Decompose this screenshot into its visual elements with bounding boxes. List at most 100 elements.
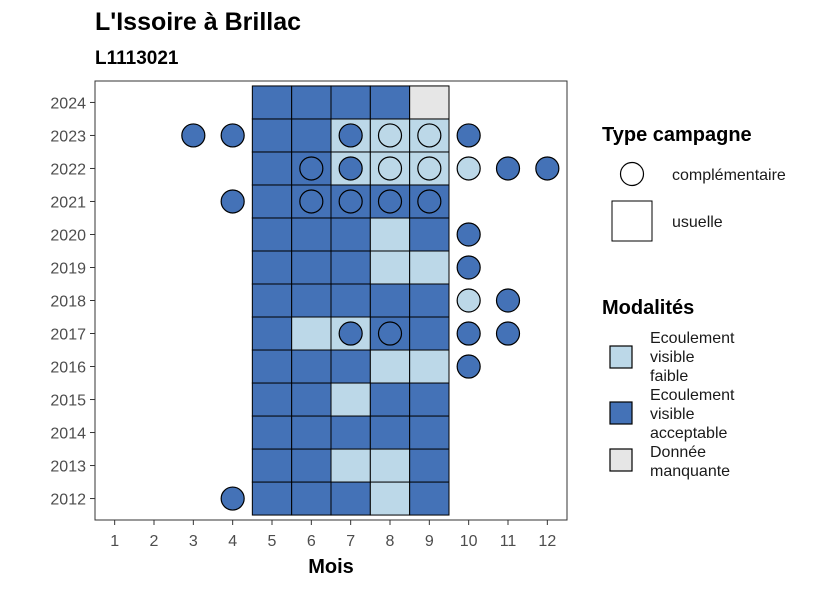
legend-label-faible: Ecoulement visible faible (650, 330, 735, 385)
x-tick-label: 4 (228, 533, 237, 550)
point-2022-11 (495, 156, 521, 181)
tile-2012-6 (291, 481, 332, 516)
legend-key-acceptable (609, 401, 633, 425)
y-tick-label: 2014 (50, 426, 86, 443)
tile-2016-7 (330, 349, 371, 384)
point-2018-11 (495, 288, 521, 313)
tile-2023-6 (291, 118, 332, 153)
legend-title-type-campagne: Type campagne (602, 124, 752, 146)
legend-label-manquante: Donnée manquante (650, 444, 730, 480)
tile-2019-8 (369, 250, 411, 285)
x-tick-label: 2 (150, 533, 159, 550)
chart-subtitle: L1113021 (95, 48, 179, 69)
y-tick-label: 2024 (50, 95, 86, 112)
point-2017-7 (338, 321, 363, 346)
x-tick-label: 11 (500, 533, 517, 550)
point-2021-9 (417, 189, 442, 214)
point-2023-9 (417, 123, 442, 148)
tile-2015-6 (291, 382, 332, 417)
point-2022-10 (456, 156, 481, 181)
x-tick-label: 6 (307, 533, 316, 550)
tile-2023-5 (251, 118, 293, 153)
point-2018-10 (456, 288, 481, 313)
y-axis: 2012 2013 2014 2015 2016 2017 2018 2019 2020 2021… (50, 95, 95, 509)
point-2023-7 (338, 123, 363, 148)
point-2021-4 (220, 189, 245, 214)
y-tick-label: 2016 (50, 360, 86, 377)
tile-2013-8 (369, 448, 411, 483)
tile-2020-6 (291, 217, 332, 252)
y-tick-label: 2023 (50, 128, 86, 145)
x-axis: 1 2 3 4 5 6 7 8 9 10 11 12 (110, 520, 556, 550)
x-tick-label: 3 (189, 533, 198, 550)
point-2023-10 (456, 123, 481, 148)
tile-2015-8 (369, 382, 411, 417)
legend: Type campagne complémentaire usuelle Modali… (602, 124, 786, 480)
tile-2020-7 (330, 217, 371, 252)
point-2020-10 (456, 222, 481, 247)
point-2021-6 (299, 189, 324, 214)
x-tick-label: 10 (460, 533, 478, 550)
point-2023-8 (377, 123, 403, 148)
tile-2012-5 (251, 481, 293, 516)
tile-2018-8 (369, 283, 411, 318)
y-tick-label: 2012 (50, 492, 86, 509)
point-2017-10 (456, 321, 481, 346)
tile-2020-5 (251, 217, 293, 252)
tile-2016-6 (291, 349, 332, 384)
y-tick-label: 2020 (50, 227, 86, 244)
tile-2018-6 (291, 283, 332, 318)
y-tick-label: 2018 (50, 294, 86, 311)
tile-2013-6 (291, 448, 332, 483)
tile-2018-5 (251, 283, 293, 318)
y-tick-label: 2013 (50, 459, 86, 476)
tile-2018-7 (330, 283, 371, 318)
tile-2013-7 (330, 448, 371, 483)
tile-2020-9 (409, 217, 450, 252)
point-2017-8 (377, 321, 403, 346)
plot-area (94, 80, 568, 521)
legend-label-acceptable: Ecoulement visible acceptable (650, 387, 735, 442)
y-tick-label: 2021 (50, 194, 86, 211)
y-tick-label: 2019 (50, 260, 86, 277)
tile-2019-7 (330, 250, 371, 285)
tile-2024-5 (251, 85, 293, 120)
tile-2012-7 (330, 481, 371, 516)
point-2023-4 (220, 123, 245, 148)
tile-2017-9 (409, 316, 450, 351)
point-2022-9 (417, 156, 442, 181)
tile-2014-7 (330, 415, 371, 450)
y-tick-label: 2022 (50, 161, 86, 178)
tile-2024-9 (409, 85, 450, 120)
tile-2012-8 (369, 481, 411, 516)
tile-2019-9 (409, 250, 450, 285)
point-2016-10 (456, 354, 481, 379)
legend-key-complementaire (619, 161, 645, 187)
x-axis-label: Mois (308, 556, 354, 578)
y-tick-label: 2017 (50, 327, 86, 344)
legend-label-usuelle: usuelle (672, 214, 723, 231)
tile-2019-6 (291, 250, 332, 285)
x-tick-label: 9 (425, 533, 434, 550)
legend-title-modalites: Modalités (602, 297, 694, 319)
tile-2024-7 (330, 85, 371, 120)
tile-2017-6 (291, 316, 332, 351)
point-2021-8 (377, 189, 403, 214)
tile-2016-9 (409, 349, 450, 384)
tile-2014-5 (251, 415, 293, 450)
point-2019-10 (456, 255, 481, 280)
tile-2020-8 (369, 217, 411, 252)
point-2017-11 (495, 321, 521, 346)
point-2022-8 (377, 156, 403, 181)
x-tick-label: 7 (346, 533, 355, 550)
tile-2018-9 (409, 283, 450, 318)
tile-2024-6 (291, 85, 332, 120)
x-tick-label: 8 (386, 533, 395, 550)
tile-2015-9 (409, 382, 450, 417)
tile-2013-5 (251, 448, 293, 483)
tile-2013-9 (409, 448, 450, 483)
tile-2014-8 (369, 415, 411, 450)
point-2023-3 (181, 123, 206, 148)
tile-2015-7 (330, 382, 371, 417)
